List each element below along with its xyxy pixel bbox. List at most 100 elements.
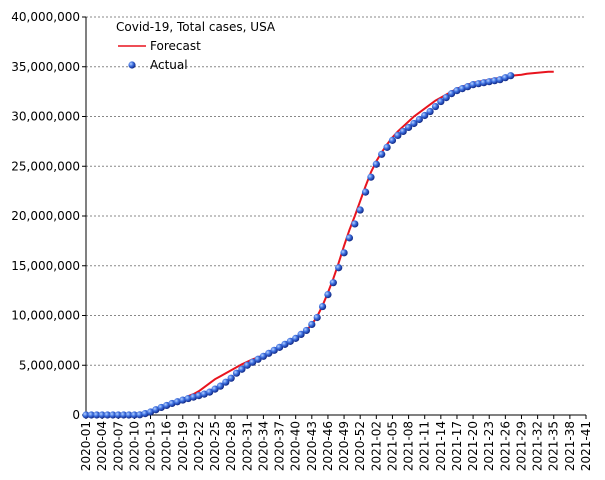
x-tick-label: 2020-04 — [95, 421, 109, 471]
actual-point — [340, 249, 348, 257]
actual-point — [474, 80, 483, 88]
actual-point — [211, 385, 219, 393]
actual-point — [404, 123, 413, 132]
actual-point — [103, 411, 112, 419]
x-tick-label: 2020-01 — [79, 421, 93, 471]
legend-label: Forecast — [150, 39, 201, 53]
actual-point — [243, 361, 251, 369]
x-tick-label: 2021-23 — [482, 421, 496, 471]
actual-point — [426, 107, 434, 116]
actual-point — [136, 411, 144, 419]
actual-point — [345, 234, 354, 242]
actual-point — [87, 411, 95, 419]
x-tick-label: 2020-43 — [305, 421, 319, 471]
x-tick-label: 2020-46 — [321, 421, 335, 471]
x-tick-label: 2020-10 — [127, 421, 141, 471]
x-tick-label: 2021-20 — [466, 421, 480, 471]
actual-point — [275, 343, 284, 351]
actual-point — [388, 136, 397, 144]
x-tick-label: 2020-25 — [208, 421, 222, 471]
y-tick-label: 5,000,000 — [19, 358, 80, 372]
x-tick-label: 2021-17 — [450, 421, 464, 471]
legend-swatch — [128, 61, 136, 69]
y-tick-label: 20,000,000 — [11, 209, 80, 223]
actual-point — [297, 330, 305, 339]
actual-point — [82, 411, 90, 419]
x-tick-label: 2020-13 — [144, 421, 158, 471]
actual-point — [399, 127, 407, 136]
x-tick-label: 2021-11 — [418, 421, 432, 471]
actual-point — [216, 382, 225, 390]
actual-point — [447, 90, 456, 98]
actual-point — [249, 358, 257, 366]
actual-point — [238, 365, 246, 373]
actual-point — [206, 388, 214, 396]
x-tick-label: 2021-41 — [579, 421, 593, 471]
actual-point — [125, 411, 133, 419]
x-tick-label: 2020-31 — [240, 421, 254, 471]
actual-point — [98, 411, 106, 419]
legend-label: Actual — [150, 58, 188, 72]
actual-point — [415, 115, 423, 124]
actual-point — [437, 97, 445, 106]
legend-title: Covid-19, Total cases, USA — [116, 20, 276, 34]
x-tick-label: 2020-19 — [176, 421, 190, 471]
actual-point — [372, 160, 380, 168]
x-tick-label: 2021-26 — [498, 421, 512, 471]
actual-point — [259, 352, 268, 360]
actual-point — [120, 411, 128, 419]
x-tick-label: 2020-07 — [111, 421, 125, 471]
actual-point — [222, 378, 230, 386]
x-tick-label: 2020-37 — [273, 421, 287, 471]
actual-point — [431, 102, 440, 111]
actual-point — [270, 346, 278, 354]
actual-point — [507, 72, 515, 80]
actual-point — [335, 264, 343, 272]
actual-point — [109, 411, 117, 419]
actual-point — [480, 79, 488, 87]
actual-point — [286, 337, 294, 345]
x-tick-label: 2020-28 — [224, 421, 238, 471]
actual-point — [383, 143, 391, 151]
y-tick-label: 10,000,000 — [11, 309, 80, 323]
actual-point — [114, 411, 122, 419]
actual-point — [394, 131, 402, 140]
y-tick-label: 35,000,000 — [11, 60, 80, 74]
x-tick-label: 2020-49 — [337, 421, 351, 471]
y-tick-label: 0 — [72, 408, 80, 422]
actual-point — [227, 374, 235, 382]
actual-point — [93, 411, 101, 419]
x-tick-label: 2021-29 — [514, 421, 528, 471]
actual-point — [367, 173, 375, 181]
actual-point — [351, 220, 359, 228]
x-tick-label: 2020-34 — [256, 421, 270, 471]
x-tick-label: 2021-32 — [531, 421, 545, 471]
y-tick-label: 25,000,000 — [11, 159, 80, 173]
y-tick-label: 30,000,000 — [11, 110, 80, 124]
x-tick-label: 2020-40 — [289, 421, 303, 471]
actual-point — [313, 313, 321, 322]
y-tick-label: 40,000,000 — [11, 10, 80, 24]
actual-point — [491, 77, 499, 85]
actual-point — [378, 150, 386, 158]
y-tick-label: 15,000,000 — [11, 259, 80, 273]
actual-point — [356, 206, 364, 214]
x-tick-label: 2021-08 — [402, 421, 416, 471]
actual-point — [281, 340, 289, 348]
actual-point — [302, 326, 311, 335]
actual-point — [292, 334, 300, 342]
x-tick-label: 2020-52 — [353, 421, 367, 471]
x-tick-label: 2021-35 — [547, 421, 561, 471]
actual-point — [410, 119, 418, 128]
x-tick-label: 2020-22 — [192, 421, 206, 471]
actual-point — [469, 81, 477, 89]
actual-point — [324, 291, 332, 299]
actual-point — [442, 93, 450, 102]
x-tick-label: 2020-16 — [160, 421, 174, 471]
actual-point — [485, 78, 493, 86]
actual-point — [329, 279, 337, 287]
actual-point — [361, 188, 370, 196]
actual-point — [265, 349, 273, 357]
